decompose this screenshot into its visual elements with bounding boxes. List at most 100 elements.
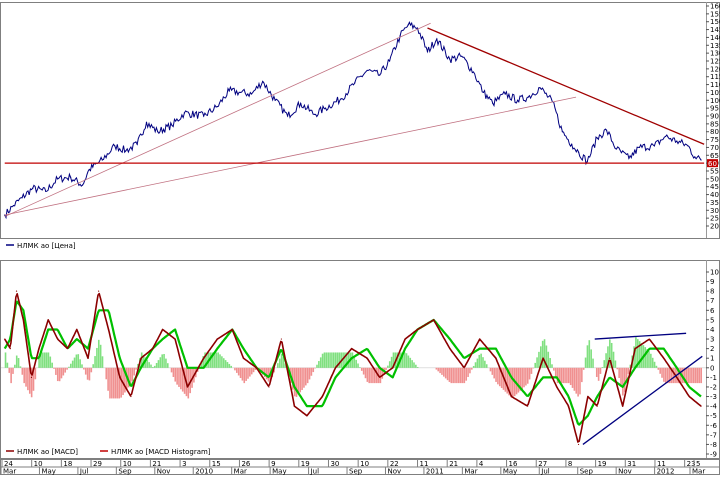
x-month-label: 2010 [195, 468, 213, 476]
macd-hist-bar [135, 367, 137, 370]
macd-hist-bar [562, 367, 564, 384]
macd-point [47, 319, 49, 321]
macd-hist-bar [515, 367, 518, 395]
macd-hist-bar [97, 339, 100, 368]
macd-hist-bar [435, 367, 438, 370]
macd-hist-bar [66, 367, 68, 370]
macd-hist-bar [21, 367, 24, 375]
macd-hist-bar [338, 352, 341, 368]
macd-hist-bar [541, 340, 544, 368]
macd-hist-bar [463, 367, 466, 384]
macd-hist-bar [636, 339, 639, 368]
macd-hist-bar [362, 367, 365, 375]
price-point [274, 99, 276, 101]
x-day-label: 19 [301, 460, 310, 468]
macd-hist-bar [582, 367, 585, 370]
macd-hist-bar [346, 352, 348, 368]
macd-line [4, 292, 702, 443]
macd-hist-bar [334, 352, 337, 368]
x-day-label: 9 [271, 460, 275, 468]
macd-hist-bar [360, 367, 363, 371]
macd-hist-bar [625, 367, 628, 384]
macd-hist-bar [590, 349, 592, 368]
macd-hist-bar [413, 362, 415, 368]
price-ytick-label: 90 [710, 113, 719, 121]
macd-point [162, 328, 164, 331]
macd-hist-bar [446, 367, 449, 381]
macd-hist-bar [416, 367, 419, 368]
macd-signal-line [3, 300, 702, 426]
macd-hist-bar [403, 352, 406, 368]
price-point [171, 124, 173, 127]
price-series-line [4, 21, 702, 220]
macd-hist-bar [601, 367, 604, 368]
macd-hist-bar [374, 367, 376, 384]
price-point [426, 50, 429, 53]
macd-point [526, 405, 529, 407]
macd-hist-bar [396, 352, 398, 368]
macd-hist-bar [64, 367, 67, 373]
macd-point [174, 338, 176, 340]
macd-hist-bar [521, 367, 523, 390]
price-point [676, 140, 678, 142]
macd-hist-bar [284, 363, 287, 368]
macd-hist-bar [183, 367, 186, 394]
macd-point [216, 338, 218, 340]
macd-point [463, 367, 465, 369]
price-ytick-label: 110 [710, 81, 720, 89]
macd-hist-bar [308, 367, 311, 380]
x-day-label: 27 [538, 460, 547, 468]
macd-hist-bar [263, 367, 266, 377]
macd-hist-bar [364, 367, 367, 379]
price-point [407, 24, 409, 26]
x-day-label: 5 [696, 460, 700, 468]
macd-hist-bar [278, 358, 281, 368]
macd-hist-bar [88, 367, 91, 381]
macd-hist-bar [657, 367, 660, 370]
x-day-label: 10 [34, 460, 43, 468]
macd-hist-bar [303, 367, 305, 388]
macd-hist-bar [610, 342, 613, 368]
macd-hist-bar [575, 367, 578, 394]
price-point [694, 156, 696, 158]
macd-hist-bar [526, 367, 529, 384]
x-month-label: May [503, 468, 517, 476]
macd-hist-bar [538, 351, 540, 368]
macd-hist-bar [4, 352, 7, 368]
macd-point [293, 405, 296, 407]
price-point [239, 91, 241, 94]
price-legend-label: НЛМК ао [Цена] [17, 242, 76, 250]
macd-hist-bar [157, 360, 160, 368]
macd-hist-bar [79, 359, 81, 368]
macd-hist-bar [155, 363, 158, 368]
macd-hist-bar [547, 351, 550, 368]
macd-hist-bar [310, 367, 313, 376]
macd-hist-bar [597, 367, 600, 381]
x-month-label: Nov [618, 468, 632, 476]
macd-hist-bar [234, 367, 236, 371]
macd-hist-bar [497, 367, 499, 385]
macd-ytick-label: -8 [710, 441, 717, 449]
macd-hist-bar [222, 358, 225, 368]
price-point [228, 90, 230, 92]
price-point [472, 71, 475, 73]
price-point [388, 60, 391, 62]
price-point [324, 107, 327, 109]
price-point [262, 80, 264, 83]
macd-hist-bar [355, 359, 357, 368]
price-point [56, 178, 59, 180]
macd-point [663, 357, 665, 359]
macd-hist-bar [519, 367, 522, 391]
last-value-marker [707, 159, 718, 168]
macd-hist-bar [353, 356, 356, 368]
macd-hist-bar [92, 364, 94, 368]
macd-hist-bar [111, 367, 113, 399]
macd-hist-bar [351, 352, 354, 368]
macd-hist-bar [109, 367, 111, 399]
macd-ytick-label: 1 [710, 355, 714, 363]
macd-hist-bar [685, 367, 688, 384]
macd-hist-bar [152, 366, 154, 368]
macd-hist-bar [534, 362, 537, 368]
macd-hist-bar [614, 360, 617, 368]
price-point [492, 102, 494, 105]
